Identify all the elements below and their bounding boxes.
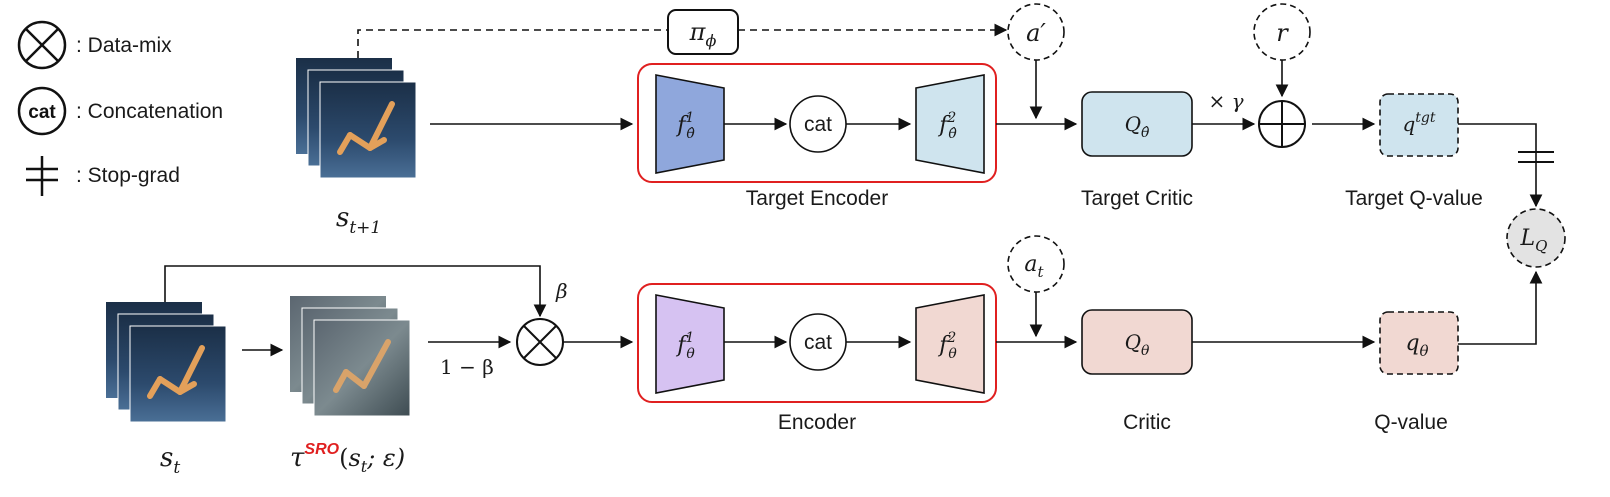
policy-box — [667, 9, 739, 55]
data-mix-icon — [17, 20, 67, 70]
cat-label: cat — [804, 331, 832, 354]
skip-connection-arrow — [164, 265, 547, 318]
loss-node — [1506, 208, 1566, 268]
legend-cat-symbol: cat — [28, 102, 56, 123]
encoder-label: Encoder — [778, 411, 856, 434]
reward-label: r — [1276, 19, 1289, 47]
target-encoder-f2 — [915, 74, 985, 174]
walker-figure — [147, 345, 205, 399]
sum-node — [1258, 100, 1306, 148]
walker-figure — [333, 339, 391, 393]
discount-label: × γ — [1208, 89, 1243, 113]
next-action-label: a′ — [1026, 19, 1046, 47]
target-critic-label-math: Qθ̂ — [1125, 112, 1150, 141]
q-value-label: Q-value — [1374, 411, 1448, 434]
q-value-math: qθ — [1405, 331, 1428, 360]
qtarget-to-loss-arrow — [1458, 123, 1543, 208]
legend: : Data-mix cat : Concatenation : Stop-gr… — [17, 20, 223, 196]
q-value-box — [1379, 311, 1459, 375]
target-q-box — [1379, 93, 1459, 157]
walker-figure — [337, 101, 395, 155]
one-minus-beta-label: 1 − β — [440, 355, 494, 379]
target-encoder-f1 — [655, 74, 725, 174]
legend-data-mix-label: : Data-mix — [76, 34, 172, 57]
target-encoder-label: Target Encoder — [746, 187, 888, 210]
augmented-frames — [290, 296, 411, 417]
legend-stop-grad-label: : Stop-grad — [76, 164, 180, 187]
next-state-frames — [296, 58, 417, 179]
encoder-box — [637, 283, 997, 403]
target-encoder-box — [637, 63, 997, 183]
encoder-f1 — [655, 294, 725, 394]
beta-label: β — [555, 279, 568, 303]
target-f2-label: f2 θ̂ — [937, 110, 957, 142]
target-f1-label: f1 θ̂ — [675, 110, 695, 142]
critic-label: Critic — [1123, 411, 1171, 434]
concatenation-icon: cat — [17, 86, 67, 136]
target-critic-label: Target Critic — [1081, 187, 1193, 210]
action-label: at — [1024, 252, 1044, 281]
critic-label-math: Qθ — [1125, 330, 1150, 359]
data-mix-node — [516, 318, 564, 366]
policy-label: πϕ — [689, 18, 717, 50]
stop-grad-marker — [1518, 151, 1554, 163]
stop-grad-icon — [26, 156, 58, 196]
qvalue-to-loss-arrow — [1458, 270, 1543, 345]
state-frames — [106, 302, 227, 423]
target-q-math: qtgt — [1402, 110, 1435, 136]
augment-label: τSRO(st; ε) — [290, 441, 405, 476]
encoder-f2 — [915, 294, 985, 394]
policy-input-dashed-line — [357, 29, 668, 58]
f2-label: f2 θ — [937, 330, 957, 362]
target-q-label: Target Q-value — [1345, 187, 1483, 210]
loss-label: LQ — [1520, 226, 1548, 255]
target-cat-label: cat — [804, 113, 832, 136]
next-state-label: st+1 — [336, 203, 381, 238]
legend-concatenation-label: : Concatenation — [76, 100, 223, 123]
state-label: st — [160, 443, 180, 478]
f1-label: f1 θ — [675, 330, 695, 362]
